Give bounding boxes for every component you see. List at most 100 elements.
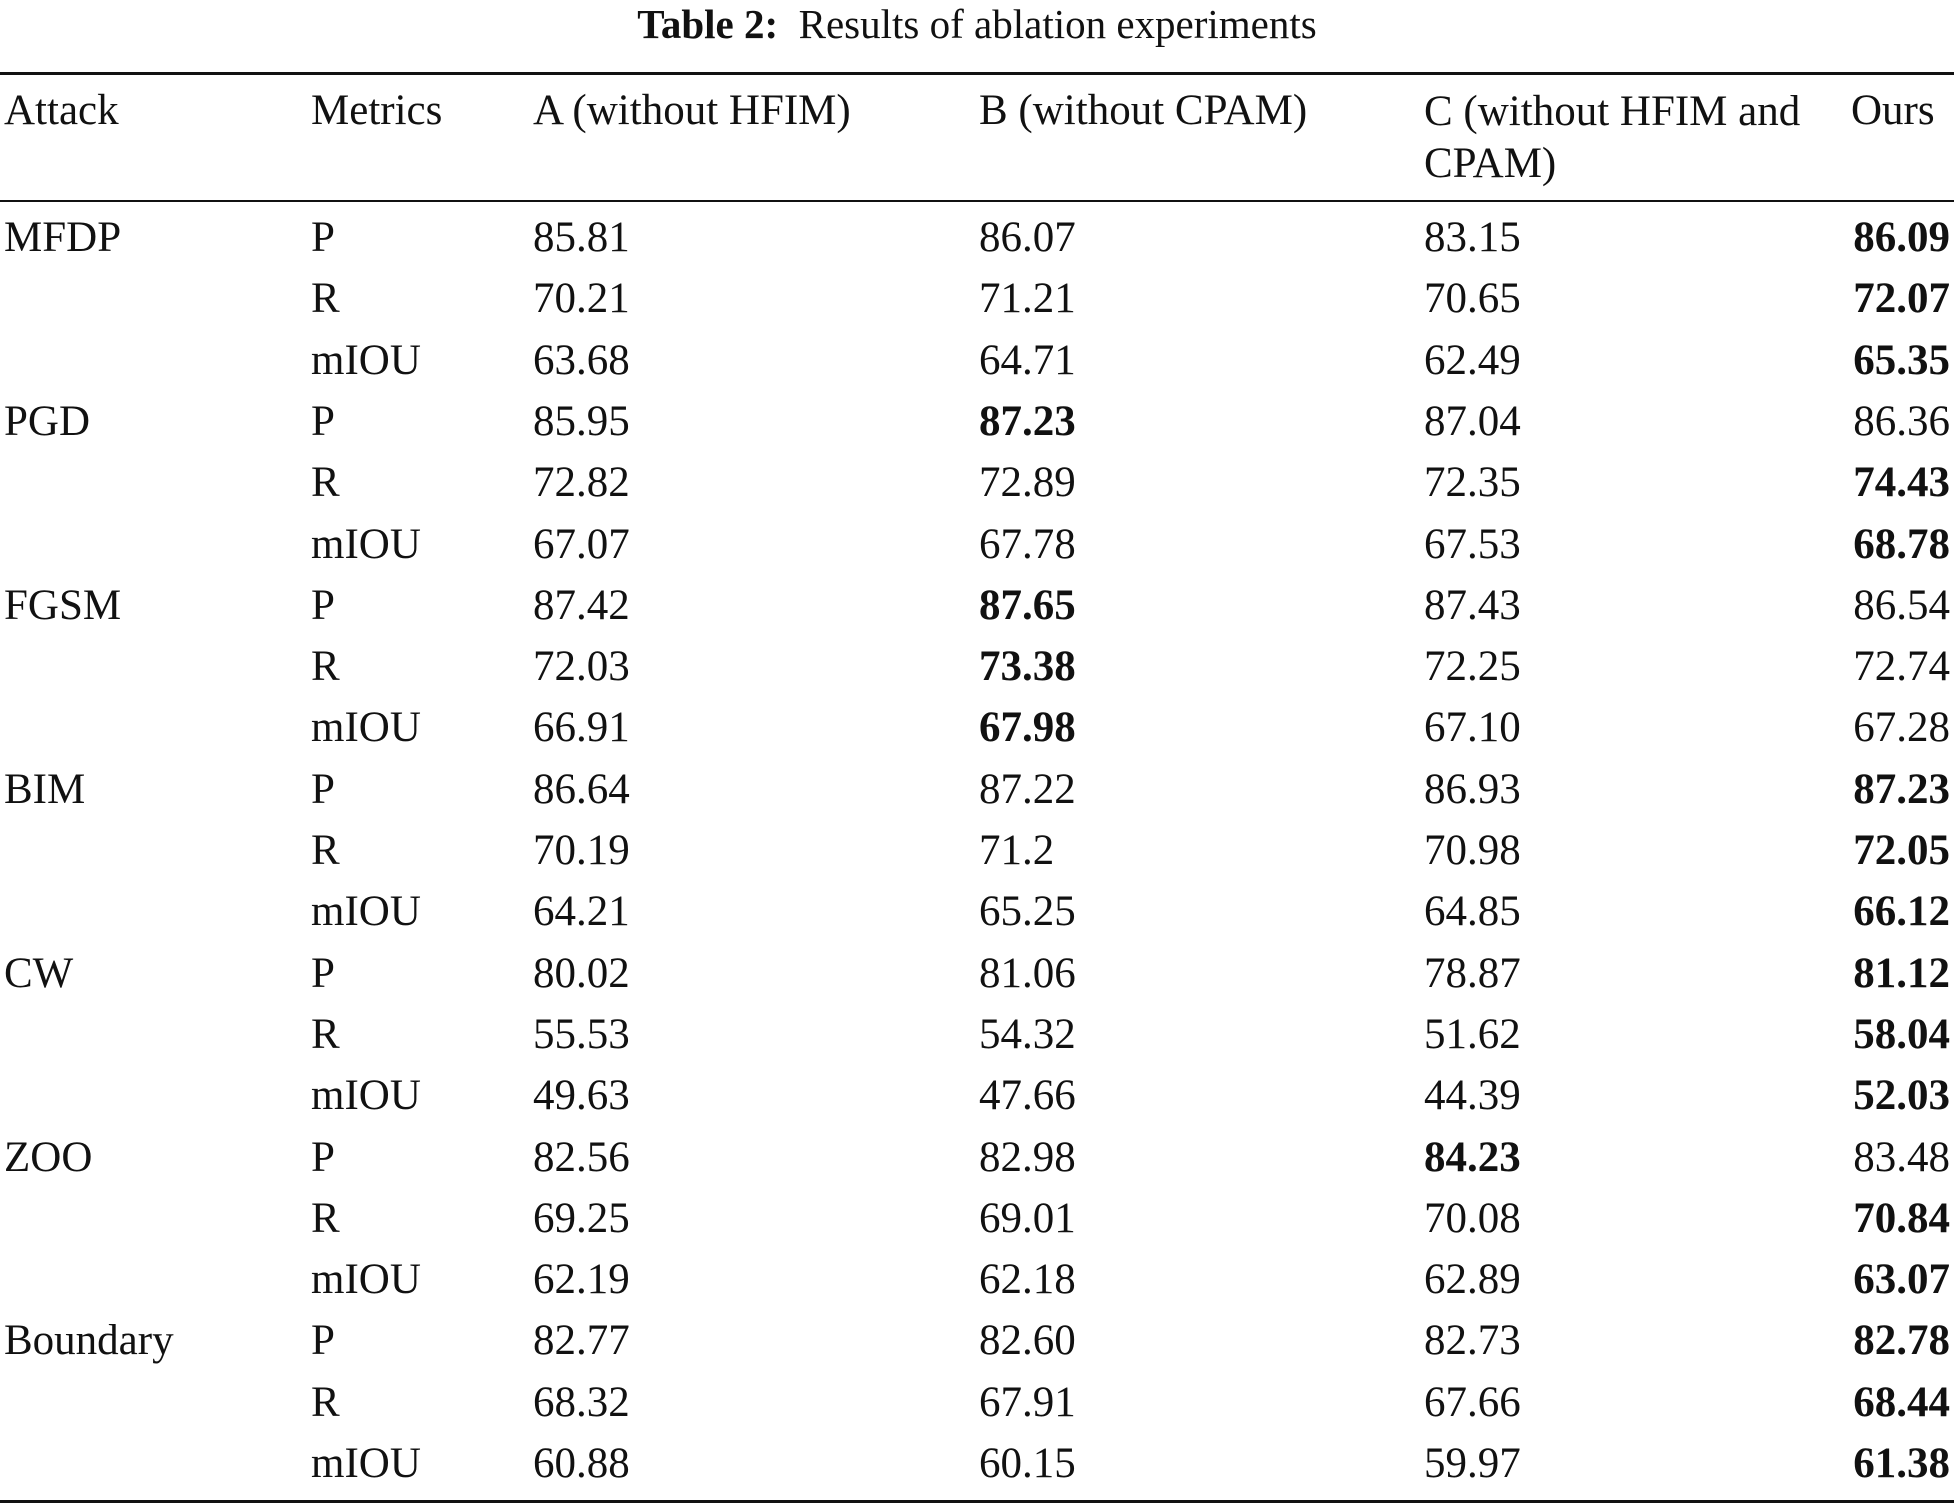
metric-label: mIOU bbox=[311, 888, 421, 935]
metric-label: P bbox=[311, 214, 335, 261]
metric-label: mIOU bbox=[311, 704, 421, 751]
cell-variant-b: 65.25 bbox=[979, 888, 1076, 935]
cell-variant-c: 72.35 bbox=[1424, 459, 1521, 506]
cell-variant-c: 84.23 bbox=[1424, 1134, 1521, 1181]
cell-variant-a: 49.63 bbox=[533, 1072, 630, 1119]
attack-label: FGSM bbox=[4, 582, 122, 629]
cell-ours: 68.78 bbox=[1853, 521, 1950, 568]
cell-variant-b: 86.07 bbox=[979, 214, 1076, 261]
cell-variant-b: 81.06 bbox=[979, 950, 1076, 997]
cell-variant-a: 82.77 bbox=[533, 1317, 630, 1364]
cell-variant-b: 82.98 bbox=[979, 1134, 1076, 1181]
cell-variant-c: 44.39 bbox=[1424, 1072, 1521, 1119]
cell-ours: 72.07 bbox=[1853, 275, 1950, 322]
cell-variant-b: 54.32 bbox=[979, 1011, 1076, 1058]
attack-label: PGD bbox=[4, 398, 91, 445]
cell-ours: 58.04 bbox=[1853, 1011, 1950, 1058]
metric-label: mIOU bbox=[311, 1440, 421, 1487]
cell-variant-a: 66.91 bbox=[533, 704, 630, 751]
table-caption-label: Table 2: bbox=[637, 1, 779, 47]
cell-variant-c: 59.97 bbox=[1424, 1440, 1521, 1487]
cell-variant-a: 86.64 bbox=[533, 766, 630, 813]
table-top-rule bbox=[0, 72, 1954, 75]
metric-label: R bbox=[311, 643, 340, 690]
cell-variant-b: 73.38 bbox=[979, 643, 1076, 690]
cell-variant-a: 64.21 bbox=[533, 888, 630, 935]
cell-variant-a: 63.68 bbox=[533, 337, 630, 384]
metric-label: mIOU bbox=[311, 521, 421, 568]
header-metrics: Metrics bbox=[311, 87, 443, 134]
cell-variant-c: 70.98 bbox=[1424, 827, 1521, 874]
cell-variant-b: 72.89 bbox=[979, 459, 1076, 506]
metric-label: R bbox=[311, 827, 340, 874]
cell-variant-a: 72.82 bbox=[533, 459, 630, 506]
attack-label: CW bbox=[4, 950, 74, 997]
attack-label: ZOO bbox=[4, 1134, 93, 1181]
metric-label: P bbox=[311, 766, 335, 813]
cell-variant-b: 87.65 bbox=[979, 582, 1076, 629]
cell-variant-c: 67.10 bbox=[1424, 704, 1521, 751]
cell-variant-b: 87.23 bbox=[979, 398, 1076, 445]
cell-variant-a: 69.25 bbox=[533, 1195, 630, 1242]
cell-variant-a: 70.21 bbox=[533, 275, 630, 322]
cell-ours: 86.54 bbox=[1853, 582, 1950, 629]
header-ours: Ours bbox=[1851, 87, 1935, 134]
cell-ours: 72.74 bbox=[1853, 643, 1950, 690]
cell-variant-a: 85.81 bbox=[533, 214, 630, 261]
cell-ours: 70.84 bbox=[1853, 1195, 1950, 1242]
cell-variant-c: 82.73 bbox=[1424, 1317, 1521, 1364]
metric-label: R bbox=[311, 1379, 340, 1426]
cell-variant-c: 67.53 bbox=[1424, 521, 1521, 568]
cell-variant-a: 62.19 bbox=[533, 1256, 630, 1303]
cell-variant-c: 86.93 bbox=[1424, 766, 1521, 813]
cell-variant-c: 87.04 bbox=[1424, 398, 1521, 445]
metric-label: R bbox=[311, 275, 340, 322]
cell-variant-c: 83.15 bbox=[1424, 214, 1521, 261]
cell-variant-b: 69.01 bbox=[979, 1195, 1076, 1242]
cell-variant-a: 87.42 bbox=[533, 582, 630, 629]
cell-variant-b: 62.18 bbox=[979, 1256, 1076, 1303]
cell-ours: 86.36 bbox=[1853, 398, 1950, 445]
cell-variant-b: 67.98 bbox=[979, 704, 1076, 751]
attack-label: BIM bbox=[4, 766, 86, 813]
cell-variant-b: 71.21 bbox=[979, 275, 1076, 322]
cell-variant-c: 64.85 bbox=[1424, 888, 1521, 935]
attack-label: MFDP bbox=[4, 214, 122, 261]
metric-label: P bbox=[311, 950, 335, 997]
cell-variant-c: 78.87 bbox=[1424, 950, 1521, 997]
cell-variant-b: 47.66 bbox=[979, 1072, 1076, 1119]
metric-label: P bbox=[311, 1134, 335, 1181]
metric-label: mIOU bbox=[311, 1256, 421, 1303]
cell-variant-a: 72.03 bbox=[533, 643, 630, 690]
cell-ours: 67.28 bbox=[1853, 704, 1950, 751]
cell-variant-b: 71.2 bbox=[979, 827, 1055, 874]
cell-variant-b: 87.22 bbox=[979, 766, 1076, 813]
cell-variant-c: 62.89 bbox=[1424, 1256, 1521, 1303]
cell-ours: 72.05 bbox=[1853, 827, 1950, 874]
metric-label: mIOU bbox=[311, 1072, 421, 1119]
table-header-rule bbox=[0, 200, 1954, 202]
cell-ours: 81.12 bbox=[1853, 950, 1950, 997]
cell-variant-c: 72.25 bbox=[1424, 643, 1521, 690]
table-caption-text: Results of ablation experiments bbox=[798, 1, 1317, 47]
cell-ours: 74.43 bbox=[1853, 459, 1950, 506]
header-variant-b: B (without CPAM) bbox=[979, 87, 1308, 134]
cell-ours: 52.03 bbox=[1853, 1072, 1950, 1119]
cell-ours: 86.09 bbox=[1853, 214, 1950, 261]
cell-variant-b: 82.60 bbox=[979, 1317, 1076, 1364]
metric-label: P bbox=[311, 1317, 335, 1364]
cell-ours: 82.78 bbox=[1853, 1317, 1950, 1364]
cell-ours: 87.23 bbox=[1853, 766, 1950, 813]
header-variant-c: C (without HFIM and CPAM) bbox=[1424, 88, 1801, 187]
metric-label: R bbox=[311, 1195, 340, 1242]
cell-variant-a: 55.53 bbox=[533, 1011, 630, 1058]
attack-label: Boundary bbox=[4, 1317, 174, 1364]
cell-ours: 83.48 bbox=[1853, 1134, 1950, 1181]
cell-variant-b: 60.15 bbox=[979, 1440, 1076, 1487]
cell-ours: 65.35 bbox=[1853, 337, 1950, 384]
header-variant-a: A (without HFIM) bbox=[533, 87, 851, 134]
cell-ours: 66.12 bbox=[1853, 888, 1950, 935]
cell-variant-c: 62.49 bbox=[1424, 337, 1521, 384]
cell-variant-b: 64.71 bbox=[979, 337, 1076, 384]
